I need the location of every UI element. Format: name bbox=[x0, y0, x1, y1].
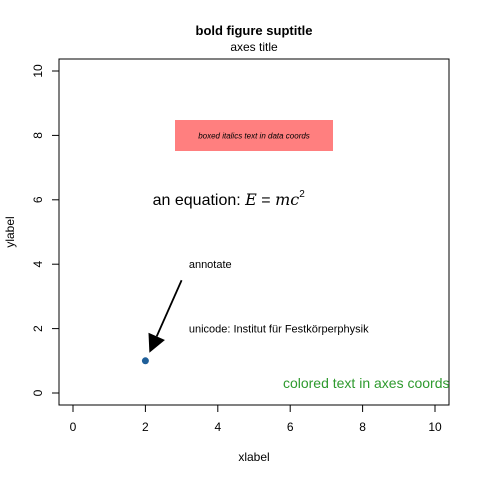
unicode-text: unicode: Institut für Festkörperphysik bbox=[189, 324, 369, 336]
equation-prefix: an equation: bbox=[153, 192, 246, 209]
boxed-italic-text: boxed italics text in data coords bbox=[198, 131, 310, 140]
chart-subtitle: axes title bbox=[230, 40, 278, 54]
x-tick-label: 6 bbox=[287, 420, 294, 434]
x-tick-label: 4 bbox=[214, 420, 221, 434]
data-point bbox=[141, 357, 149, 365]
annotation-arrow-head bbox=[148, 332, 165, 353]
equation-equals: = bbox=[257, 192, 275, 209]
x-tick-label: 0 bbox=[70, 420, 77, 434]
x-axis-label: xlabel bbox=[238, 450, 269, 464]
data-points bbox=[141, 357, 149, 365]
y-axis-label: ylabel bbox=[3, 216, 17, 247]
colored-text: colored text in axes coords bbox=[283, 375, 450, 391]
x-tick-label: 2 bbox=[142, 420, 149, 434]
x-axis: 0 2 4 6 8 10 bbox=[70, 404, 442, 434]
y-tick-label: 10 bbox=[31, 64, 45, 78]
chart-title: bold figure suptitle bbox=[196, 23, 313, 38]
y-tick-label: 4 bbox=[31, 261, 45, 268]
equation-text: an equation: E = mc2 bbox=[153, 189, 306, 209]
annotate-label: annotate bbox=[189, 259, 232, 271]
plot-area bbox=[58, 58, 450, 406]
equation-rhs: mc bbox=[275, 190, 299, 209]
annotation-arrow bbox=[155, 279, 183, 337]
boxed-text-background bbox=[175, 120, 333, 151]
x-tick-label: 10 bbox=[428, 420, 442, 434]
equation-power: 2 bbox=[299, 189, 305, 200]
x-tick-label: 8 bbox=[359, 420, 366, 434]
y-tick-label: 0 bbox=[31, 389, 45, 396]
y-tick-label: 6 bbox=[31, 196, 45, 203]
y-axis: 0 2 4 6 8 10 bbox=[31, 64, 60, 396]
y-tick-label: 8 bbox=[31, 132, 45, 139]
y-tick-label: 2 bbox=[31, 325, 45, 332]
equation-lhs: E bbox=[244, 190, 257, 209]
